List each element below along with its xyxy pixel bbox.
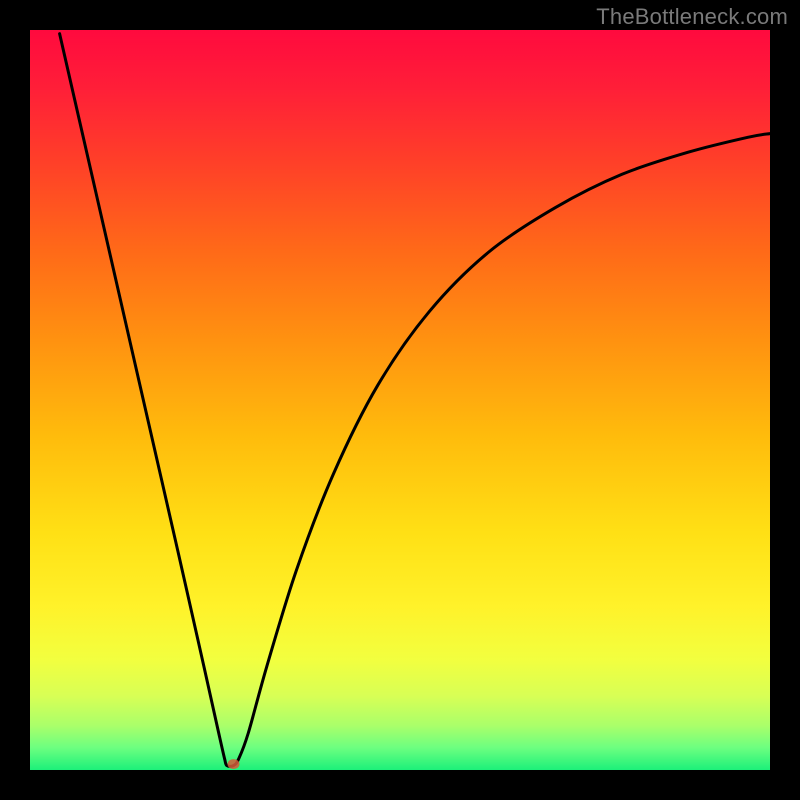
bottleneck-chart bbox=[0, 0, 800, 800]
vertex-marker bbox=[228, 759, 240, 769]
chart-container: TheBottleneck.com bbox=[0, 0, 800, 800]
plot-background bbox=[30, 30, 770, 770]
watermark-text: TheBottleneck.com bbox=[596, 4, 788, 30]
